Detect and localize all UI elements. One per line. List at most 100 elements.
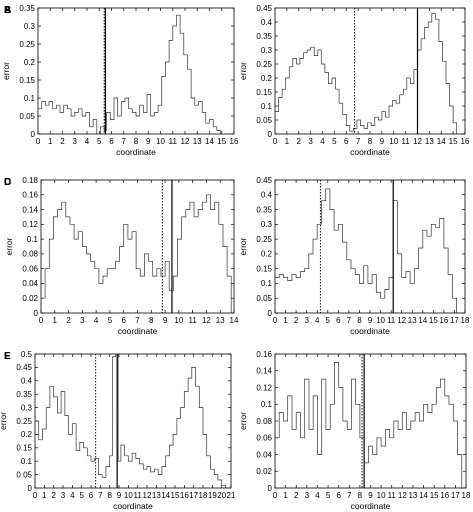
series-line: [275, 362, 463, 488]
x-tick-label: 2: [294, 316, 299, 325]
y-tick-label: 0.2: [24, 58, 36, 67]
x-tick-label: 4: [315, 316, 320, 325]
x-tick-label: 11: [401, 137, 410, 146]
x-tick-label: 14: [419, 491, 428, 500]
x-tick-label: 2: [297, 137, 302, 146]
x-tick-label: 4: [70, 491, 75, 500]
x-tick-label: 17: [189, 491, 198, 500]
y-tick-label: 0.05: [256, 116, 272, 125]
panel-f: F00.020.040.060.080.10.120.140.160 1 2 3 4 5 6…: [4, 350, 471, 511]
y-tick-label: 0.18: [22, 176, 38, 185]
x-tick-label: 1: [285, 137, 290, 146]
y-tick-label: 0.4: [261, 191, 273, 200]
y-tick-label: 0.05: [256, 294, 272, 303]
x-tick-label: 1: [42, 491, 47, 500]
y-tick-label: 0.1: [261, 102, 273, 111]
y-tick-label: 0.45: [256, 4, 272, 13]
panel-c: C00.020.040.060.080.10.120.140.160.180 1 2…: [4, 176, 239, 336]
series-line: [275, 13, 458, 134]
y-axis-label: error: [0, 412, 8, 430]
x-axis-label: coordinate: [116, 147, 156, 157]
x-tick-label: 10: [124, 491, 133, 500]
x-tick-label: 14: [161, 491, 170, 500]
x-tick-label: 11: [388, 491, 397, 500]
x-tick-label: 0: [273, 137, 278, 146]
x-tick-label: 15: [449, 137, 458, 146]
plot-frame: [40, 179, 235, 314]
x-tick-label: 12: [397, 316, 406, 325]
y-tick-label: 0.14: [22, 205, 38, 214]
x-tick-label: 7: [135, 316, 140, 325]
x-tick-label: 1: [48, 137, 53, 146]
x-tick-label: 3: [61, 491, 66, 500]
x-tick-label: 9: [368, 491, 373, 500]
x-tick-label: 17: [450, 316, 459, 325]
panel-letter: D: [4, 177, 11, 188]
x-tick-label: 14: [437, 137, 446, 146]
x-tick-label: 5: [79, 491, 84, 500]
x-tick-label: 5: [332, 137, 337, 146]
x-tick-label: 9: [146, 137, 151, 146]
x-tick-label: 0: [273, 316, 278, 325]
panel-letter: F: [4, 351, 10, 362]
y-tick-label: 0.02: [22, 294, 38, 303]
x-tick-label: 1: [283, 491, 288, 500]
series-line: [275, 188, 457, 313]
y-tick-label: 0.02: [256, 467, 272, 476]
x-tick-label: 10: [156, 137, 165, 146]
x-tick-label: 4: [94, 316, 99, 325]
x-tick-label: 16: [461, 137, 470, 146]
y-tick-label: 0.08: [22, 250, 38, 259]
y-tick-label: 0.25: [19, 40, 35, 49]
x-tick-label: 0: [36, 137, 41, 146]
y-tick-label: 0: [268, 309, 273, 318]
y-axis-label: error: [238, 237, 248, 255]
x-tick-label: 0: [273, 491, 278, 500]
panel-letter: E: [4, 351, 11, 362]
x-tick-label: 0: [39, 316, 44, 325]
panel-e: E00.050.10.150.20.250.30.350.40.450.50 1 2…: [0, 350, 236, 511]
x-tick-label: 5: [326, 491, 331, 500]
x-tick-label: 7: [356, 137, 361, 146]
y-axis-label: error: [4, 237, 14, 255]
panel-letter: A: [4, 5, 11, 16]
panel-b: B00.050.10.150.20.250.30.350.40.450 1 2 3 4 5…: [4, 4, 470, 157]
plot-frame: [274, 179, 466, 314]
x-tick-label: 21: [227, 491, 236, 500]
x-tick-label: 11: [169, 137, 178, 146]
y-tick-label: 0.14: [256, 367, 272, 376]
x-tick-label: 9: [380, 137, 385, 146]
y-tick-label: 0.4: [21, 377, 33, 386]
y-axis-label: error: [1, 62, 11, 80]
panel-a: A00.050.10.150.20.250.30.350 1 2 3 4 5 6 7 8 9 10 1…: [1, 4, 239, 157]
y-tick-label: 0: [28, 484, 33, 493]
x-tick-label: 14: [418, 316, 427, 325]
y-tick-label: 0.4: [261, 18, 273, 27]
x-axis-label: coordinate: [350, 326, 390, 336]
panel-letter: C: [4, 177, 11, 188]
y-tick-label: 0.35: [256, 32, 272, 41]
x-tick-label: 18: [199, 491, 208, 500]
y-tick-label: 0.08: [256, 417, 272, 426]
x-tick-label: 2: [66, 316, 71, 325]
x-tick-label: 16: [440, 491, 449, 500]
x-tick-label: 13: [152, 491, 161, 500]
x-tick-label: 14: [230, 316, 239, 325]
x-tick-label: 6: [344, 137, 349, 146]
x-tick-label: 12: [181, 137, 190, 146]
panel-letter: B: [4, 5, 11, 16]
y-tick-label: 0.05: [16, 470, 32, 479]
x-tick-label: 2: [51, 491, 56, 500]
x-tick-label: 9: [117, 491, 122, 500]
y-tick-label: 0.5: [21, 350, 33, 359]
x-axis-label: coordinate: [113, 501, 153, 511]
x-tick-label: 18: [461, 316, 470, 325]
x-tick-label: 8: [358, 491, 363, 500]
x-tick-label: 2: [294, 491, 299, 500]
x-tick-label: 3: [304, 316, 309, 325]
x-tick-label: 13: [425, 137, 434, 146]
y-tick-label: 0.12: [22, 220, 38, 229]
x-tick-label: 11: [387, 316, 396, 325]
x-tick-label: 4: [315, 491, 320, 500]
